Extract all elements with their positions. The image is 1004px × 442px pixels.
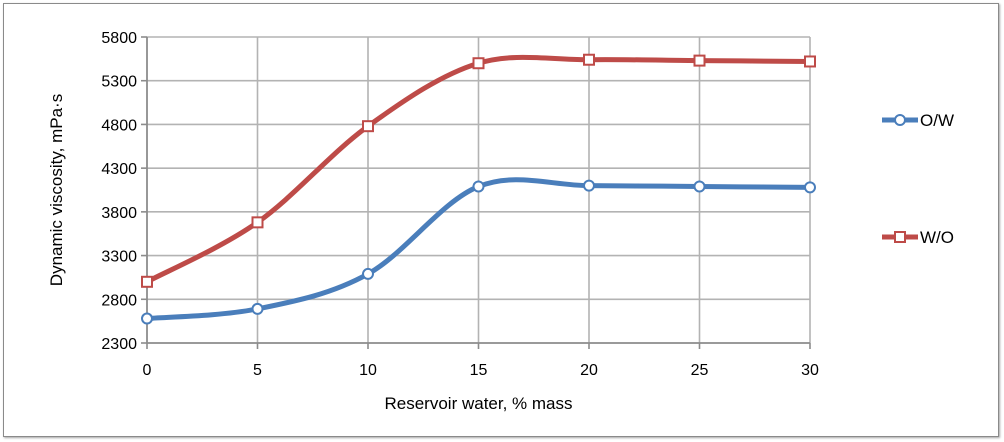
x-tick-label: 25 (691, 362, 709, 379)
data-point-marker (251, 216, 264, 229)
data-point-marker (804, 181, 816, 194)
legend-item: O/W (882, 111, 954, 130)
y-tick-label: 4800 (101, 117, 137, 134)
data-point-marker (472, 180, 485, 193)
y-tick-label: 2800 (101, 292, 137, 309)
chart-frame (3, 3, 999, 437)
x-tick-label: 15 (470, 362, 488, 379)
legend: O/W W/O (882, 111, 954, 247)
legend-swatch-marker (894, 114, 906, 126)
x-tick-label: 30 (801, 362, 819, 379)
data-point-marker (693, 180, 706, 193)
y-tick-label: 2300 (101, 336, 137, 353)
data-point-marker (141, 275, 153, 288)
x-axis-title: Reservoir water, % mass (385, 394, 573, 413)
data-point-marker (362, 267, 374, 280)
data-point-marker (141, 312, 153, 325)
series-1 (141, 177, 816, 325)
y-tick-label: 3300 (101, 249, 137, 266)
x-tick-labels: 0 5 10 15 20 25 30 (143, 362, 819, 379)
data-point-marker (362, 120, 374, 133)
data-point-marker (693, 54, 706, 67)
legend-label: W/O (920, 228, 954, 247)
data-point-marker (583, 53, 595, 66)
x-tick-label: 10 (359, 362, 377, 379)
data-point-marker (251, 302, 264, 315)
y-tick-label: 5300 (101, 74, 137, 91)
series-layer (141, 53, 816, 325)
data-point-marker (583, 179, 595, 192)
legend-item: W/O (882, 228, 954, 247)
y-tick-label: 5800 (101, 30, 137, 47)
y-tick-labels: 2300 2800 3300 3800 4300 4800 5300 5800 (101, 30, 137, 353)
series-2 (141, 53, 816, 288)
legend-swatch-marker (894, 231, 906, 243)
data-point-marker (472, 57, 485, 70)
legend-label: O/W (920, 111, 954, 130)
y-tick-label: 4300 (101, 161, 137, 178)
y-tick-label: 3800 (101, 205, 137, 222)
axes (141, 36, 811, 349)
y-axis-title: Dynamic viscosity, mPa·s (47, 94, 66, 286)
data-point-marker (804, 55, 816, 68)
x-tick-label: 20 (580, 362, 598, 379)
x-tick-label: 5 (253, 362, 262, 379)
x-tick-label: 0 (143, 362, 152, 379)
